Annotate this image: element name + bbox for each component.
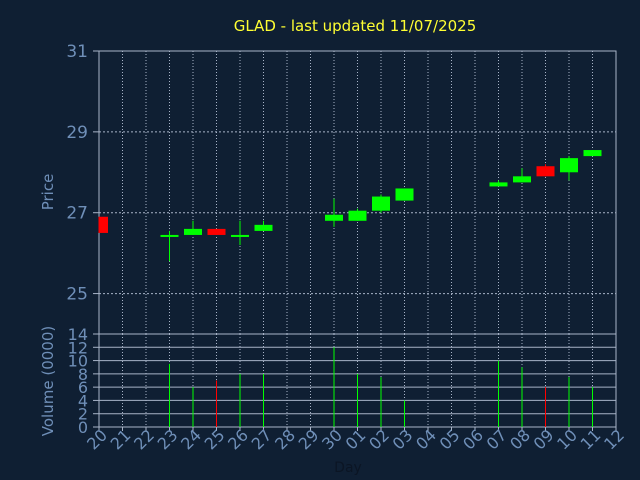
candle-body	[160, 234, 179, 237]
volume-tick-label: 2	[78, 405, 88, 424]
candle-body	[560, 158, 578, 173]
price-tick-label: 27	[66, 204, 88, 224]
volume-tick-label: 12	[68, 338, 88, 357]
candle-body	[583, 150, 602, 157]
candle-body	[372, 196, 390, 211]
candle-body	[513, 176, 531, 183]
candle-body	[184, 228, 202, 235]
candle-body	[254, 224, 273, 231]
candle-body	[231, 234, 249, 237]
candle-body	[207, 228, 226, 235]
volume-tick-label: 8	[78, 365, 88, 384]
price-tick-label: 29	[66, 123, 88, 143]
candle-body	[348, 210, 367, 221]
price-panel: 25 27 29 31 Price	[39, 42, 617, 335]
volume-tick-label: 6	[78, 378, 88, 397]
candle-body	[395, 188, 414, 201]
volume-tick-label: 0	[78, 418, 88, 437]
candle-body	[325, 214, 343, 221]
candle-body	[489, 182, 508, 187]
x-axis: 2021222324252627282930010203040506070809…	[83, 426, 628, 454]
price-axis-label: Price	[39, 174, 57, 211]
chart-title: GLAD - last updated 11/07/2025	[234, 17, 477, 35]
candle-body	[536, 166, 555, 177]
volume-tick-label: 4	[78, 391, 88, 410]
candle-body	[99, 216, 108, 233]
price-tick-label: 25	[66, 285, 88, 305]
volume-tick-label: 10	[68, 352, 88, 371]
volume-axis-label: Volume (0000)	[39, 326, 57, 436]
volume-tick-label: 14	[68, 325, 88, 344]
price-tick-label: 31	[66, 42, 88, 62]
x-axis-label: Day	[334, 460, 362, 476]
